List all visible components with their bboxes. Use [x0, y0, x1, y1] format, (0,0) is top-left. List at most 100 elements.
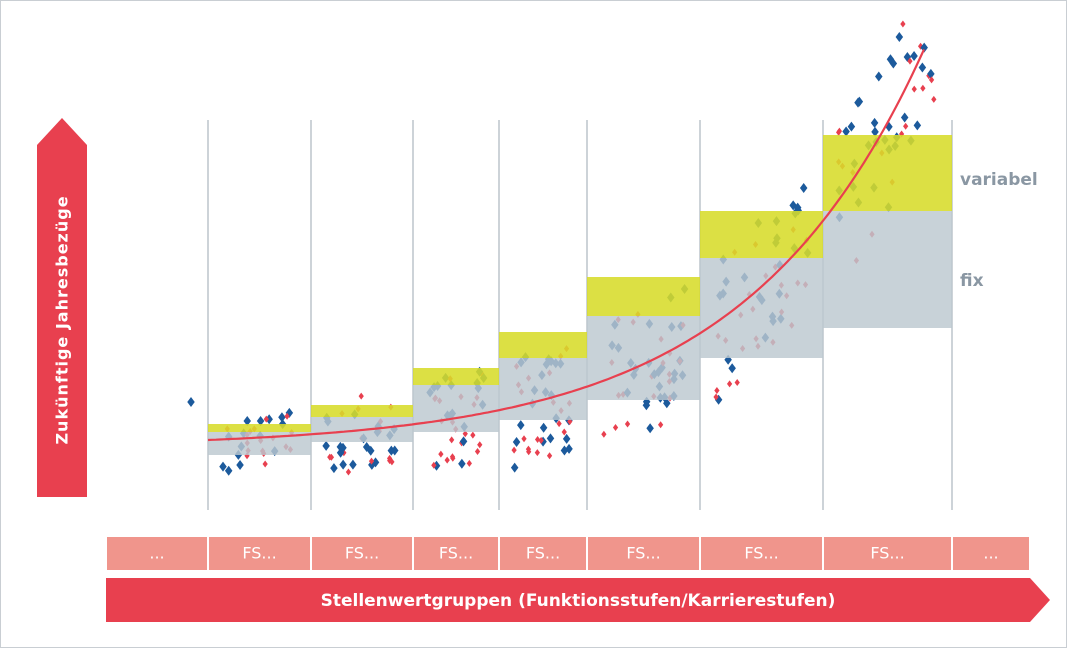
dot	[556, 420, 562, 428]
level-label: FS...	[242, 544, 276, 563]
level-cell	[588, 537, 699, 570]
dot	[642, 400, 651, 411]
fixed-label: fix	[960, 271, 984, 291]
level-label: ...	[983, 544, 998, 563]
fixed-band	[587, 316, 700, 400]
dot	[474, 448, 481, 456]
dot	[855, 96, 864, 107]
variable-band	[587, 277, 700, 316]
dot	[284, 412, 290, 420]
dot	[517, 420, 525, 431]
dot	[546, 433, 555, 444]
dot	[886, 54, 895, 65]
dot	[187, 397, 195, 407]
dot	[389, 458, 395, 466]
level-cell	[953, 537, 1029, 570]
dot	[534, 449, 540, 457]
dot	[657, 421, 664, 429]
level-cell	[701, 537, 822, 570]
y-axis-label: Zukünftige Jahresbezüge	[53, 195, 72, 444]
trend-curve	[207, 48, 925, 442]
level-label: ...	[149, 544, 164, 563]
dot	[236, 460, 244, 471]
dot	[539, 422, 548, 433]
dot	[470, 431, 476, 439]
dot	[920, 84, 926, 92]
level-row: ... FS... FS... FS... FS... FS... FS... FS.....…	[107, 537, 1029, 570]
dot	[512, 436, 521, 447]
dot	[799, 183, 808, 194]
level-cell	[312, 537, 412, 570]
dot	[534, 436, 541, 444]
fixed-band	[700, 258, 823, 358]
dot	[728, 363, 736, 374]
dot	[601, 430, 607, 438]
dot	[526, 448, 532, 456]
dot	[328, 453, 335, 461]
dot	[265, 414, 273, 425]
dot	[339, 442, 347, 453]
dot	[561, 428, 567, 436]
fixed-band	[823, 211, 952, 328]
variable-band	[413, 368, 499, 385]
dot	[459, 436, 468, 447]
level-label: FS...	[626, 544, 660, 563]
variable-band	[311, 405, 413, 417]
variable-band	[823, 135, 952, 211]
dot	[510, 462, 519, 473]
dot	[390, 445, 399, 456]
dot	[263, 415, 269, 423]
dot	[907, 57, 913, 65]
level-label: FS...	[870, 544, 904, 563]
dot	[663, 398, 671, 409]
dot	[219, 461, 227, 472]
level-cell	[500, 537, 586, 570]
dot	[931, 95, 937, 103]
dot	[511, 446, 517, 454]
dot	[349, 459, 357, 470]
dot	[521, 435, 527, 443]
dot	[928, 76, 935, 84]
fixed-band	[208, 432, 311, 455]
variable-band	[499, 332, 587, 358]
dot	[330, 463, 338, 474]
dot	[920, 42, 928, 53]
dot	[875, 71, 883, 82]
y-arrow	[37, 118, 87, 497]
dot	[345, 468, 352, 476]
dot	[913, 120, 922, 131]
dot	[646, 423, 654, 434]
dot	[431, 461, 437, 469]
dot	[458, 458, 466, 469]
dot	[903, 122, 909, 130]
dot	[224, 465, 233, 476]
dot	[900, 20, 906, 28]
level-cell	[414, 537, 498, 570]
x-axis-label: Stellenwertgruppen (Funktionsstufen/Karr…	[321, 591, 836, 611]
dot	[243, 415, 252, 426]
dot	[612, 424, 619, 432]
dot	[322, 440, 330, 451]
level-label: FS...	[744, 544, 778, 563]
x-arrow	[106, 578, 1050, 622]
level-label: FS...	[439, 544, 473, 563]
dot	[438, 450, 444, 458]
dot	[256, 416, 265, 427]
dot	[368, 457, 375, 465]
dot	[444, 456, 450, 464]
dot	[466, 459, 472, 467]
dot	[726, 380, 733, 388]
dot	[450, 454, 456, 462]
dot	[371, 457, 380, 468]
dot	[449, 436, 455, 444]
dot	[562, 433, 571, 444]
level-cell	[107, 537, 207, 570]
level-label: FS...	[345, 544, 379, 563]
dot	[339, 459, 347, 470]
dot	[918, 62, 927, 73]
dot	[734, 379, 740, 387]
fixed-band	[499, 358, 587, 420]
variable-label: variabel	[960, 170, 1038, 190]
dot	[713, 393, 719, 401]
